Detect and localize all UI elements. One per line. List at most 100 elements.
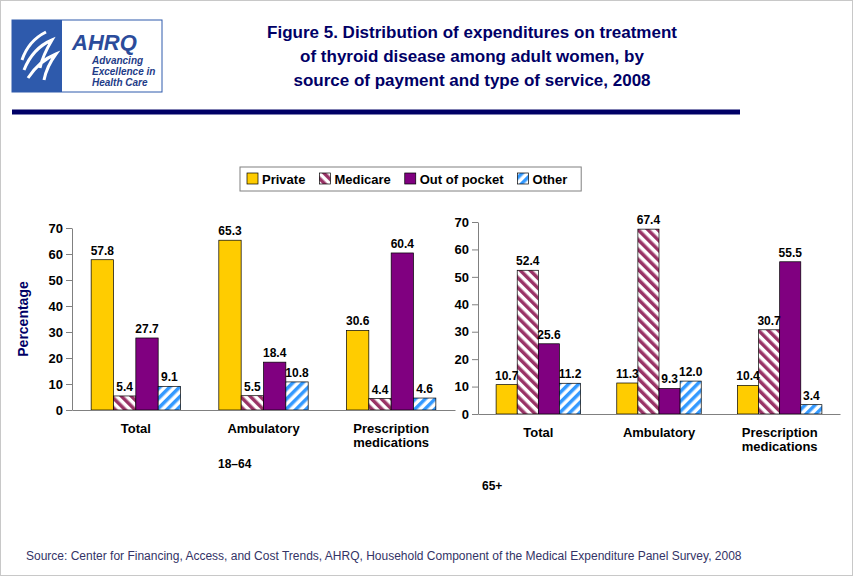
tick: Prescriptionmedications (353, 410, 429, 450)
tick-mark (66, 228, 72, 229)
data-label: 4.4 (372, 383, 389, 397)
tick-label: 70 (455, 215, 469, 230)
tick-label: 40 (455, 297, 469, 312)
tick-label: Prescriptionmedications (353, 421, 429, 451)
tick: Total (523, 414, 553, 440)
legend-label: Other (533, 172, 568, 187)
logo-text: Advancing (91, 55, 143, 66)
tick-mark (66, 254, 72, 255)
logo-seal (12, 20, 62, 92)
data-label: 3.4 (803, 389, 820, 403)
tick-mark (472, 359, 478, 360)
bar (559, 383, 580, 414)
tick: 0 (462, 407, 478, 422)
logo-frame (12, 20, 162, 92)
tick: 0 (56, 403, 72, 418)
bar (136, 338, 158, 410)
tick-label: 30 (49, 325, 63, 340)
bar (737, 385, 758, 414)
data-label: 5.4 (116, 380, 133, 394)
data-label: 30.6 (346, 314, 370, 328)
data-label: 60.4 (391, 237, 415, 251)
logo-text: Excellence in (92, 66, 155, 77)
bars (91, 240, 436, 410)
tick: 70 (49, 221, 72, 236)
bar (369, 399, 391, 410)
tick-mark (472, 332, 478, 333)
tick-label: 20 (49, 351, 63, 366)
data-label: 27.7 (135, 322, 159, 336)
y-axis: 0 10 20 30 40 50 60 70 (455, 215, 479, 422)
bar (113, 396, 135, 410)
tick-label: Ambulatory (623, 425, 696, 440)
bar (638, 229, 659, 414)
data-label: 10.8 (285, 366, 309, 380)
tick-label: 60 (455, 242, 469, 257)
tick-mark (472, 414, 478, 415)
bar (759, 330, 780, 414)
axis-line (478, 223, 479, 415)
bar (91, 260, 113, 410)
bar (414, 398, 436, 410)
bar (346, 330, 368, 410)
tick: 40 (49, 299, 72, 314)
data-label: 30.7 (757, 314, 781, 328)
bar (391, 253, 413, 410)
tick-mark (66, 332, 72, 333)
bar (219, 240, 241, 410)
tick: 30 (455, 324, 478, 339)
data-label: 25.6 (537, 328, 561, 342)
tick-mark (66, 410, 72, 411)
legend-label: Medicare (334, 172, 390, 187)
bar (496, 385, 517, 414)
data-label: 55.5 (779, 246, 803, 260)
tick-mark (472, 304, 478, 305)
legend-label: Private (262, 172, 305, 187)
y-axis: 010203040506070 (49, 221, 73, 418)
data-labels: 57.85.427.79.165.35.518.410.830.64.460.4… (91, 224, 434, 396)
tick: 70 (455, 215, 478, 230)
tick: 50 (49, 273, 72, 288)
tick: 10 (455, 379, 478, 394)
logo-eagle (22, 32, 56, 80)
header-rule (12, 110, 740, 115)
tick-label: 50 (49, 273, 63, 288)
tick: 60 (455, 242, 478, 257)
tick: Total (121, 410, 151, 436)
data-label: 11.3 (616, 367, 639, 381)
tick-label: 50 (455, 270, 469, 285)
tick-label: Ambulatory (227, 421, 300, 436)
tick: 40 (455, 297, 478, 312)
bar (286, 382, 308, 410)
panel-subtitle: 18–64 (218, 457, 252, 471)
data-labels: 10.752.425.611.211.367.49.312.010.430.75… (495, 213, 820, 403)
tick-label: Total (523, 425, 553, 440)
axis-line (479, 414, 841, 415)
tick-mark (472, 277, 478, 278)
tick-label: 0 (56, 403, 63, 418)
axis-line (72, 229, 73, 411)
data-label: 12.0 (679, 365, 703, 379)
tick-label: 70 (49, 221, 63, 236)
source-note: Source: Center for Financing, Access, an… (26, 549, 742, 563)
tick-label: 20 (455, 352, 469, 367)
tick: Ambulatory (227, 410, 300, 436)
tick-mark (66, 384, 72, 385)
panel-subtitle: 65+ (482, 479, 502, 493)
tick-mark (472, 249, 478, 250)
tick-mark (66, 306, 72, 307)
tick: Ambulatory (623, 414, 696, 440)
tick-label: 40 (49, 299, 63, 314)
tick-mark (472, 222, 478, 223)
logo: AHRQAdvancingExcellence inHealth Care (12, 20, 162, 92)
legend: Private Medicare Out of pocket Other (240, 167, 581, 191)
tick-label: 10 (455, 379, 469, 394)
data-label: 4.6 (416, 382, 433, 396)
tick: Prescriptionmedications (742, 414, 818, 454)
legend-label: Out of pocket (420, 172, 504, 187)
y-axis-title: Percentage (15, 281, 31, 357)
data-label: 9.3 (661, 372, 678, 386)
x-axis: Total Ambulatory Prescriptionmedications (73, 410, 456, 450)
tick-label: Total (121, 421, 151, 436)
bar (780, 262, 801, 414)
